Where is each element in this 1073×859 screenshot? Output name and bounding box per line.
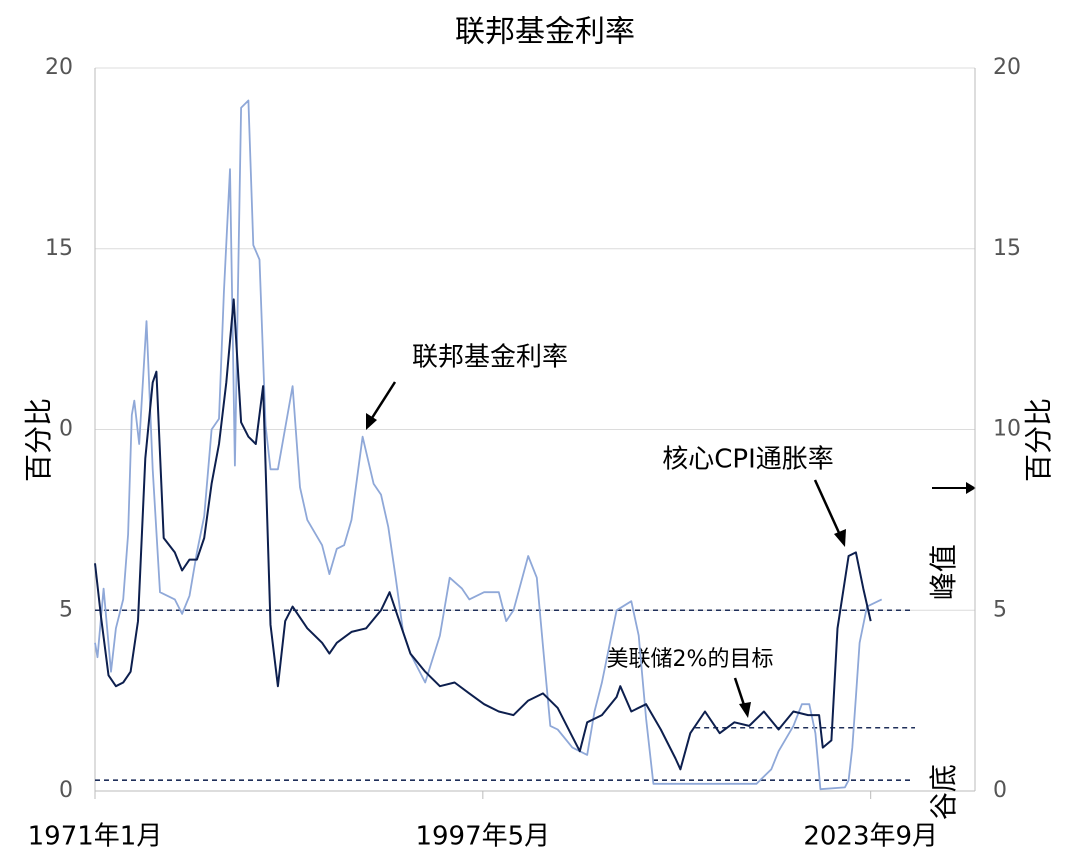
y2-tick-label: 10 (993, 417, 1021, 442)
y-tick-label: 20 (45, 55, 73, 80)
y-axis-label: 百分比 (22, 398, 55, 482)
y-tick-label: 5 (59, 597, 73, 622)
series-annotation: 联邦基金利率 (412, 343, 568, 373)
series-line (94, 99, 883, 791)
series-annotation: 核心CPI通胀率 (662, 445, 834, 475)
y2-tick-label: 0 (993, 778, 1007, 803)
y2-tick-label: 20 (993, 55, 1021, 80)
series-line (94, 298, 872, 771)
y2-axis-label: 百分比 (1022, 398, 1055, 482)
y-tick-label: 0 (59, 417, 73, 442)
y2-tick-label: 15 (993, 236, 1021, 261)
y2-tick-label: 5 (993, 597, 1007, 622)
x-tick-label: 2023年9月 (803, 822, 938, 852)
annotation-arrow (370, 381, 397, 419)
peak-label: 峰值 (927, 544, 960, 600)
chart-title: 联邦基金利率 (455, 15, 635, 50)
target-arrow-head (739, 702, 751, 718)
annotation-arrow-head (366, 413, 377, 430)
y-tick-label: 15 (45, 236, 73, 261)
annotation-arrow (813, 479, 842, 536)
annotation-arrow-head (834, 529, 846, 547)
target-arrow (733, 677, 747, 709)
trough-label: 谷底 (927, 764, 960, 820)
target-label: 美联储2%的目标 (607, 647, 774, 672)
x-tick-label: 1971年1月 (28, 822, 163, 852)
y-tick-label: 0 (59, 778, 73, 803)
peak-arrow-head (966, 482, 976, 494)
x-tick-label: 1997年5月 (415, 822, 550, 852)
